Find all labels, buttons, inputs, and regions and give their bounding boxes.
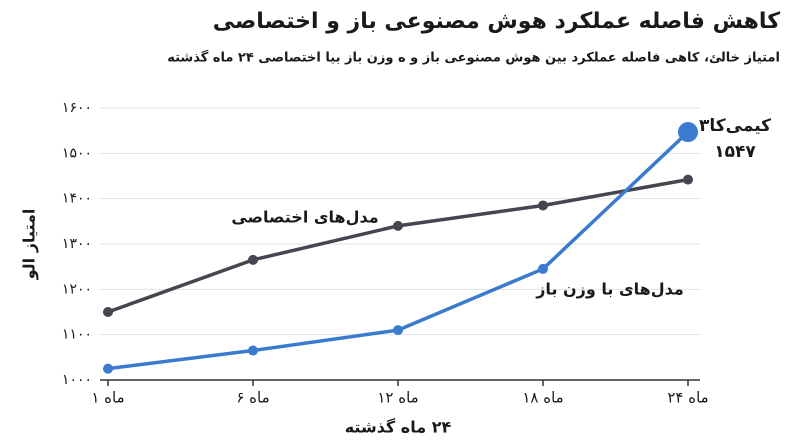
x-tick-label: ماه ۲۴ <box>667 389 708 407</box>
y-tick-label: ۱۶۰۰ <box>62 100 92 116</box>
data-point <box>248 345 258 356</box>
annotation: کیمی‌کا۳ <box>699 116 771 136</box>
series-label: مدل‌های با وزن باز <box>535 280 684 299</box>
data-point <box>103 307 113 317</box>
data-point <box>683 174 693 185</box>
x-tick-label: ماه ۱۸ <box>522 389 563 407</box>
value-label: ۱۵۴۷ <box>714 142 756 162</box>
y-tick-label: ۱۴۰۰ <box>62 191 92 207</box>
data-point <box>538 263 548 274</box>
x-tick-label: ماه ۱ <box>91 389 124 407</box>
y-tick-label: ۱۲۰۰ <box>62 281 92 297</box>
data-point <box>103 363 113 374</box>
data-point <box>393 325 403 336</box>
x-axis-label: ۲۴ ماه گذشته <box>345 418 452 437</box>
chart-subtitle: امتیاز خالئ، کاهی فاصله عملکرد بین هوش م… <box>167 50 780 66</box>
chart-title: کاهش فاصله عملکرد هوش مصنوعی باز و اختصا… <box>213 9 780 34</box>
y-axis-label: امتیاز الو <box>20 209 39 281</box>
data-point <box>248 254 258 265</box>
y-tick-label: ۱۵۰۰ <box>62 145 92 161</box>
y-tick-label: ۱۱۰۰ <box>62 327 92 343</box>
data-point <box>678 122 698 143</box>
y-tick-label: ۱۳۰۰ <box>62 236 92 252</box>
data-point <box>538 200 548 211</box>
data-point <box>393 220 403 231</box>
x-tick-label: ماه ۶ <box>236 389 269 407</box>
y-tick-label: ۱۰۰۰ <box>62 372 92 388</box>
series-label: مدل‌های اختصاصی <box>231 208 378 227</box>
x-tick-label: ماه ۱۲ <box>377 389 418 407</box>
